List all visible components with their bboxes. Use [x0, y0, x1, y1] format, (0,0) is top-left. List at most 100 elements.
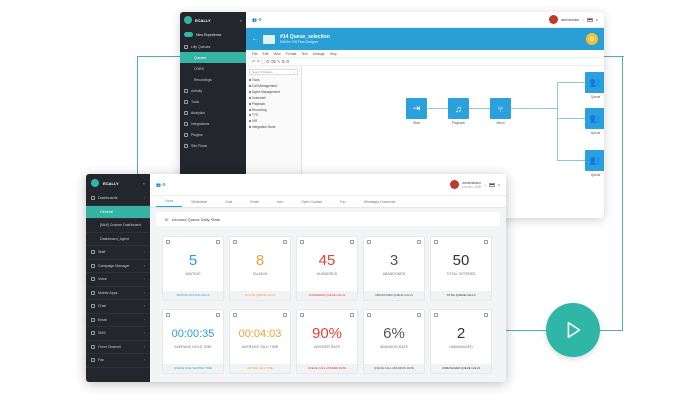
- stat-card[interactable]: 5 WAITING WAITING STATUS CALLS: [162, 236, 224, 301]
- nav-icon: [91, 263, 95, 268]
- expand-icon[interactable]: [249, 90, 251, 93]
- tree-item[interactable]: Call Management: [249, 84, 301, 90]
- flow-node[interactable]: ♫: [448, 98, 469, 119]
- flow-node[interactable]: 👥: [585, 72, 604, 93]
- collapse-icon[interactable]: «: [142, 180, 145, 186]
- front-sidebar-item[interactable]: Omni Channel ›: [86, 341, 150, 354]
- expand-icon[interactable]: [249, 84, 251, 87]
- search-icon[interactable]: ⌕: [582, 17, 585, 22]
- menu-icon[interactable]: ≡: [498, 182, 500, 187]
- front-sidebar-item[interactable]: [MkII] Custom Dashboard: [86, 219, 150, 233]
- search-icon[interactable]: ⌕: [484, 182, 487, 187]
- connector-line-right: [622, 56, 623, 331]
- front-logo[interactable]: ECALLY «: [86, 174, 150, 192]
- stat-card[interactable]: 90% ANSWER RATE QUEUE CALL ANSWER RATE: [296, 309, 358, 374]
- tab-icon[interactable]: Icon: [276, 200, 284, 204]
- flow-node[interactable]: ⇥: [406, 98, 427, 119]
- menu-item[interactable]: Text: [301, 51, 308, 56]
- front-sidebar-item[interactable]: Dashboards ›: [86, 192, 150, 206]
- expand-icon[interactable]: [249, 120, 251, 123]
- front-user[interactable]: administrator phone • 1000 ⌕ ≡: [450, 180, 500, 189]
- stat-card[interactable]: 50 TOTAL OFFERED TOTAL QUEUE CALLS: [430, 236, 492, 301]
- back-sidebar-item[interactable]: Recordings: [180, 74, 246, 85]
- tab-voice[interactable]: Voice: [156, 199, 183, 207]
- stat-card[interactable]: 00:00:35 AVERAGE HOLD TIME QUEUE CALL WAIT…: [162, 309, 224, 374]
- shape-search-input[interactable]: Search Shapes ⌕: [249, 69, 298, 75]
- expand-icon[interactable]: [249, 102, 251, 105]
- front-sidebar-item[interactable]: Mobile Apps ›: [86, 287, 150, 300]
- toggle-switch[interactable]: [184, 32, 193, 37]
- front-sidebar-item[interactable]: Voice ›: [86, 273, 150, 287]
- stat-card[interactable]: 6% ABANDON RATE QUEUE CALL ABANDON RATE: [363, 309, 425, 374]
- stat-value: 45: [318, 252, 336, 269]
- stat-card[interactable]: 3 ABANDONED ABANDONED QUEUE CALLS: [363, 236, 425, 301]
- front-sidebar-item[interactable]: Chat ›: [86, 300, 150, 314]
- flow-node[interactable]: 👥: [585, 150, 604, 171]
- tree-item[interactable]: Agent Management: [249, 90, 301, 96]
- flow-node[interactable]: ⑂: [490, 98, 511, 119]
- tree-item[interactable]: Recording: [249, 108, 301, 114]
- tab-chat[interactable]: Chat: [225, 200, 233, 204]
- tree-item[interactable]: IVR: [249, 119, 301, 125]
- designer-header: ← #14 Queue_selection Edit the IVR Flow D…: [246, 28, 604, 50]
- back-sidebar-item[interactable]: Plugins: [180, 129, 246, 140]
- front-sidebar-item[interactable]: SMS ›: [86, 327, 150, 341]
- toolbar-icons[interactable]: ↶ ↷ ⬚ ⊡ ⌫ ✎ ⊞ ⊟: [252, 59, 290, 64]
- front-sidebar-item[interactable]: Campaign Manager ›: [86, 260, 150, 273]
- menu-item[interactable]: Edit: [262, 51, 269, 56]
- tab-open-contact[interactable]: Open Contact: [301, 200, 323, 204]
- tab-email[interactable]: Email: [250, 200, 259, 204]
- front-sidebar-item[interactable]: General: [86, 205, 150, 219]
- flag-icon[interactable]: [587, 17, 594, 22]
- collapse-icon[interactable]: «: [239, 17, 242, 23]
- front-sidebar-item[interactable]: Fax ›: [86, 354, 150, 368]
- play-video-button[interactable]: [546, 303, 600, 357]
- stat-card[interactable]: 45 ANSWERED ANSWERED QUEUE CALLS: [296, 236, 358, 301]
- menu-item[interactable]: Help: [329, 51, 337, 56]
- tree-item[interactable]: Tools: [249, 78, 301, 84]
- menu-item[interactable]: View: [273, 51, 281, 56]
- menu-icon[interactable]: ≡: [596, 17, 598, 22]
- stat-card[interactable]: 2 UNMANAGED UNMANAGED QUEUE CALLS: [430, 309, 492, 374]
- back-sidebar-item[interactable]: Activity: [180, 85, 246, 96]
- tab-whatsapp-connector[interactable]: Whatsapp Connector: [363, 200, 396, 204]
- front-sidebar-item[interactable]: Dashboard_Agent: [86, 233, 150, 246]
- tree-item[interactable]: Voicemail: [249, 96, 301, 102]
- back-sidebar-item[interactable]: Site Flows: [180, 140, 246, 151]
- back-sidebar-item[interactable]: Queues: [180, 52, 246, 63]
- back-sidebar-item[interactable]: Lilly Queues: [180, 41, 246, 52]
- menu-item[interactable]: Arrange: [312, 51, 325, 56]
- stat-label: ANSWER RATE: [313, 345, 341, 349]
- settings-gear-icon[interactable]: ⚙: [586, 33, 598, 45]
- back-sidebar-item[interactable]: Tools: [180, 96, 246, 107]
- back-user[interactable]: administrator ⌕ ≡: [548, 15, 598, 24]
- tree-item[interactable]: TTS: [249, 113, 301, 119]
- flag-icon[interactable]: [489, 182, 496, 187]
- stat-card[interactable]: 8 TALKING ACTIVE QUEUE CALLS: [229, 236, 291, 301]
- back-sidebar-item[interactable]: Integrations: [180, 118, 246, 129]
- back-logo[interactable]: ECALLY «: [180, 12, 246, 28]
- nav-icon: [184, 132, 188, 137]
- tree-item[interactable]: Integration Node: [249, 125, 301, 131]
- expand-icon[interactable]: [249, 96, 251, 99]
- topbar-icons[interactable]: 👥 ⚙: [252, 17, 262, 22]
- tree-item[interactable]: Playback: [249, 102, 301, 108]
- flow-node[interactable]: 👥: [585, 108, 604, 129]
- menu-item[interactable]: File: [252, 51, 258, 56]
- new-experience-toggle[interactable]: New Experience: [180, 28, 246, 41]
- back-arrow-icon[interactable]: ←: [252, 36, 258, 42]
- tab-whitelabel[interactable]: Whitelabel: [191, 200, 208, 204]
- expand-icon[interactable]: [249, 126, 251, 129]
- expand-icon[interactable]: [249, 79, 251, 81]
- expand-icon[interactable]: [249, 108, 251, 111]
- topbar-icons[interactable]: 👥 ⚙: [156, 182, 166, 187]
- front-sidebar-item[interactable]: Staff ›: [86, 246, 150, 260]
- tab-fax[interactable]: Fax: [340, 200, 346, 204]
- sidebar-item-label: Analytics: [191, 110, 206, 115]
- expand-icon[interactable]: [249, 114, 251, 117]
- menu-item[interactable]: Format: [285, 51, 297, 56]
- back-sidebar-item[interactable]: Analytics: [180, 107, 246, 118]
- front-sidebar-item[interactable]: Email ›: [86, 314, 150, 327]
- back-sidebar-item[interactable]: CDRS: [180, 63, 246, 74]
- stat-card[interactable]: 00:04:03 AVERAGE TALK TIME ACTIVE CALL TIM…: [229, 309, 291, 374]
